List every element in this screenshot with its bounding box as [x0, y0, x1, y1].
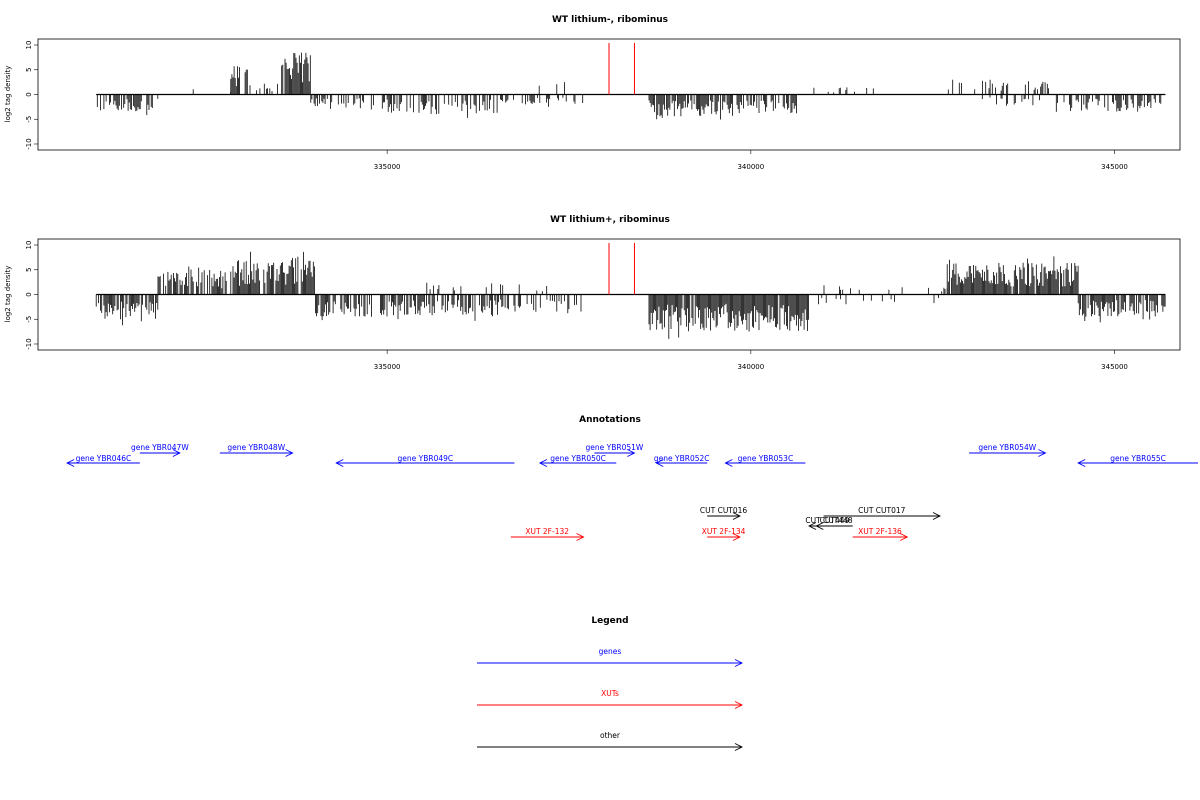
- gene-arrow: [1077, 459, 1198, 467]
- arrow-head: [576, 533, 585, 541]
- legend-items: genes XUTs other: [477, 647, 744, 751]
- legend-label: other: [600, 731, 621, 740]
- legend-item: XUTs: [477, 689, 744, 709]
- arrow-head: [1038, 449, 1047, 457]
- legend: Legend genes XUTs other: [477, 616, 744, 751]
- xut-arrow: [707, 533, 741, 541]
- x-tick-label: 345000: [1101, 363, 1128, 371]
- gene-arrow: [724, 459, 806, 467]
- gene-label: gene YBR055C: [1110, 454, 1166, 463]
- xut-arrow: [510, 533, 585, 541]
- other-arrow: [823, 512, 941, 520]
- y-tick-label: 0: [25, 92, 33, 96]
- other-label: CUT CUT448: [805, 516, 853, 525]
- arrow-head: [724, 459, 733, 467]
- gene-arrow: [139, 449, 181, 457]
- x-axis: 335000 340000 345000: [374, 150, 1128, 171]
- gene-label: gene YBR050C: [550, 454, 606, 463]
- gene-arrow: [335, 459, 515, 467]
- arrow-head: [66, 459, 75, 467]
- track-panel-lithium-plus: WT lithium+, ribominus log2 tag density …: [4, 215, 1181, 371]
- other-label: CUT CUT017: [858, 506, 906, 515]
- other-arrow: [815, 522, 853, 530]
- gene-label: gene YBR049C: [398, 454, 454, 463]
- y-axis: -10 -5 0 5 10: [25, 41, 38, 150]
- y-axis: -10 -5 0 5 10: [25, 241, 38, 350]
- other-arrow: [707, 512, 741, 520]
- other-label: CUT449: [820, 516, 850, 525]
- y-tick-label: -5: [25, 116, 33, 123]
- legend-arrow-head: [734, 701, 744, 709]
- x-tick-label: 340000: [737, 363, 764, 371]
- xut-arrow: [852, 533, 909, 541]
- gene-label: gene YBR051W: [586, 443, 644, 452]
- arrow-head: [815, 522, 824, 530]
- density-bars: [96, 52, 1166, 120]
- arrow-head: [808, 522, 817, 530]
- track-title: WT lithium+, ribominus: [550, 215, 670, 225]
- gene-label: gene YBR048W: [227, 443, 285, 452]
- track-panel-lithium-minus: WT lithium-, ribominus log2 tag density …: [4, 15, 1181, 171]
- density-bars: [95, 251, 1166, 339]
- annotations-title: Annotations: [579, 415, 641, 425]
- y-tick-label: -10: [25, 138, 33, 149]
- marker-lines: [608, 243, 635, 295]
- y-tick-label: 0: [25, 292, 33, 296]
- y-tick-label: 5: [25, 268, 33, 272]
- arrow-head: [627, 449, 636, 457]
- track-title: WT lithium-, ribominus: [552, 15, 668, 25]
- gene-label: gene YBR047W: [131, 443, 189, 452]
- arrow-head: [285, 449, 294, 457]
- x-tick-label: 335000: [374, 363, 401, 371]
- arrow-head: [655, 459, 664, 467]
- gene-arrow: [969, 449, 1047, 457]
- y-tick-label: 5: [25, 68, 33, 72]
- arrow-head: [538, 459, 548, 467]
- gene-arrow: [66, 459, 140, 467]
- legend-arrow-head: [734, 743, 744, 751]
- x-axis: 335000 340000 345000: [374, 350, 1128, 371]
- y-axis-label: log2 tag density: [4, 66, 12, 123]
- gene-arrow: [219, 449, 294, 457]
- legend-label: genes: [599, 647, 622, 656]
- annotation-features: gene YBR046C gene YBR047W gene YBR048W gene…: [66, 443, 1198, 541]
- gene-label: gene YBR054W: [978, 443, 1036, 452]
- arrow-head: [900, 533, 909, 541]
- gene-arrow: [594, 449, 636, 457]
- legend-item: genes: [477, 647, 744, 667]
- legend-label: XUTs: [601, 689, 619, 698]
- xut-label: XUT 2F-136: [858, 527, 902, 536]
- x-tick-label: 335000: [374, 163, 401, 171]
- legend-title: Legend: [591, 616, 628, 626]
- y-axis-label: log2 tag density: [4, 266, 12, 323]
- arrow-head: [1077, 459, 1086, 467]
- arrow-head: [335, 459, 344, 467]
- xut-label: XUT 2F-134: [702, 527, 746, 536]
- y-tick-label: 10: [25, 41, 33, 50]
- gene-arrow: [655, 459, 708, 467]
- other-label: CUT CUT016: [700, 506, 748, 515]
- arrow-head: [932, 512, 941, 520]
- gene-arrow: [538, 459, 617, 467]
- xut-label: XUT 2F-132: [525, 527, 569, 536]
- arrow-head: [732, 533, 741, 541]
- arrow-head: [732, 512, 741, 520]
- y-tick-label: 10: [25, 241, 33, 250]
- gene-label: gene YBR053C: [738, 454, 794, 463]
- x-tick-label: 345000: [1101, 163, 1128, 171]
- y-tick-label: -5: [25, 316, 33, 323]
- gene-label: gene YBR052C: [654, 454, 710, 463]
- y-tick-label: -10: [25, 338, 33, 349]
- x-tick-label: 340000: [737, 163, 764, 171]
- gene-label: gene YBR046C: [76, 454, 132, 463]
- legend-item: other: [477, 731, 744, 751]
- arrow-head: [172, 449, 181, 457]
- marker-lines: [608, 43, 635, 95]
- legend-arrow-head: [734, 659, 744, 667]
